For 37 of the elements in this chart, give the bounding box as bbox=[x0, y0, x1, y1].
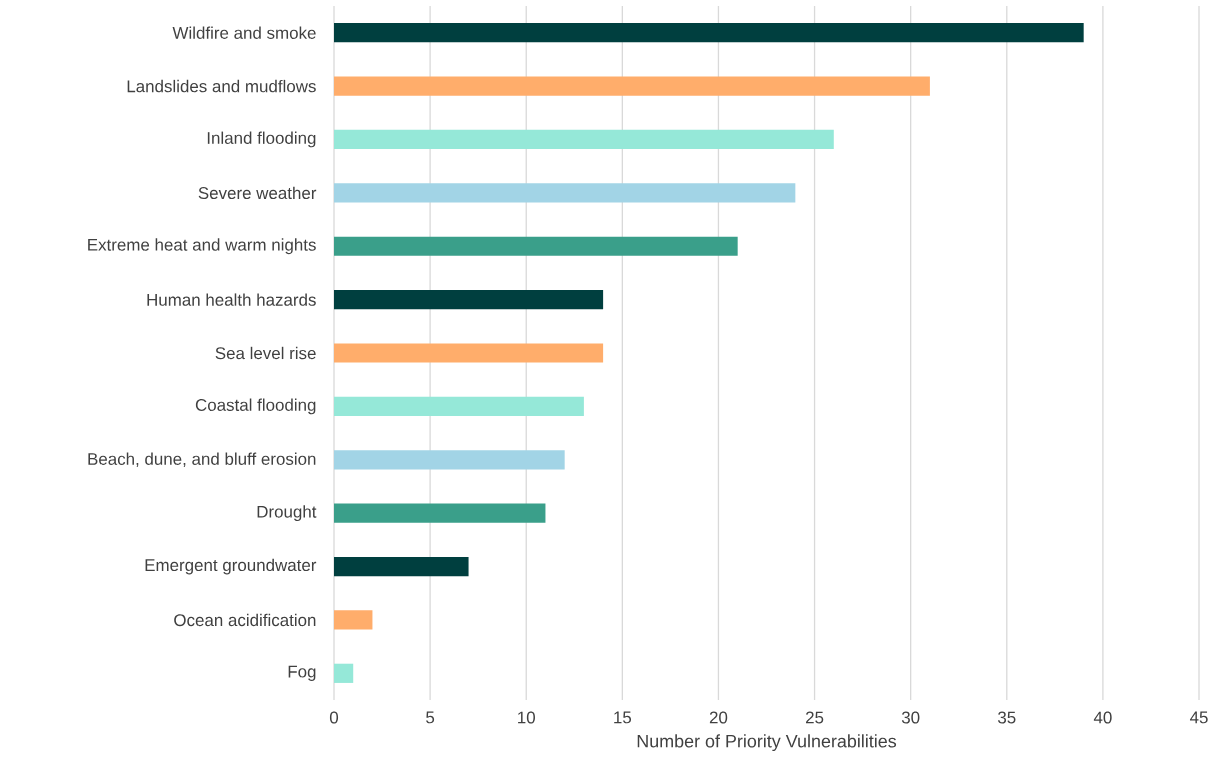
bar bbox=[334, 396, 584, 416]
x-tick-label: 45 bbox=[1189, 711, 1208, 724]
bar bbox=[334, 610, 373, 630]
bar bbox=[334, 129, 834, 150]
y-tick-label: Severe weather bbox=[198, 186, 317, 200]
x-tick-label: 40 bbox=[1093, 711, 1112, 724]
y-tick-label: Fog bbox=[288, 665, 316, 681]
y-tick-label: Beach, dune, and bluff erosion bbox=[88, 452, 316, 467]
bar bbox=[334, 663, 354, 683]
y-tick-label: Inland flooding bbox=[207, 131, 316, 148]
bar bbox=[334, 556, 469, 577]
bar bbox=[334, 76, 930, 96]
y-tick-label: Landslides and mudflows bbox=[127, 79, 316, 93]
y-tick-label: Coastal flooding bbox=[195, 398, 316, 415]
bar bbox=[334, 236, 738, 256]
x-tick-label: 0 bbox=[329, 711, 339, 724]
y-tick-label: Human health hazards bbox=[147, 293, 316, 306]
x-tick-label: 15 bbox=[614, 711, 632, 724]
x-tick-label: 5 bbox=[426, 711, 435, 724]
y-tick-label: Drought bbox=[257, 505, 317, 522]
y-tick-label: Sea level rise bbox=[215, 346, 316, 360]
bar bbox=[334, 343, 604, 363]
y-tick-label: Emergent groundwater bbox=[145, 558, 317, 575]
x-tick-label: 30 bbox=[901, 711, 920, 724]
bar bbox=[334, 23, 1084, 43]
x-tick-label: 10 bbox=[518, 711, 535, 724]
x-tick-label: 20 bbox=[709, 711, 728, 724]
x-axis-title: Number of Priority Vulnerabilities bbox=[637, 734, 897, 752]
bar bbox=[334, 503, 546, 523]
y-tick-label: Ocean acidification bbox=[174, 613, 316, 627]
x-tick-label: 25 bbox=[806, 711, 824, 724]
bar bbox=[334, 450, 565, 470]
bar bbox=[334, 290, 604, 310]
x-tick-label: 35 bbox=[998, 711, 1016, 724]
y-tick-label: Wildfire and smoke bbox=[172, 26, 316, 39]
y-tick-label: Extreme heat and warm nights bbox=[88, 238, 316, 255]
bar bbox=[334, 183, 796, 203]
